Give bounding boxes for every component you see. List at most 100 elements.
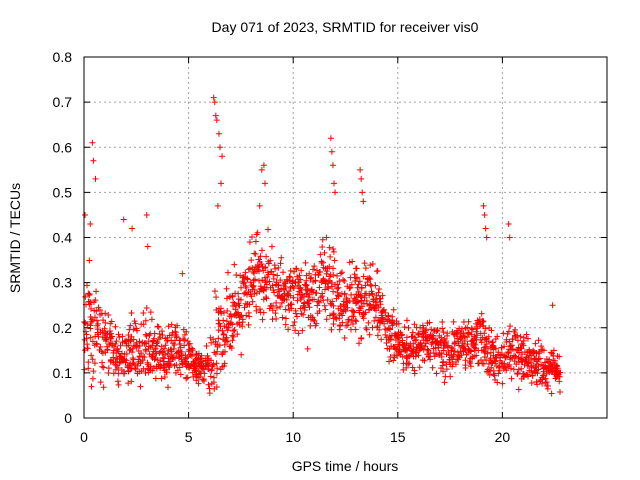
data-point xyxy=(218,310,225,317)
data-point xyxy=(490,346,497,353)
data-point xyxy=(451,341,458,348)
data-point xyxy=(270,303,276,310)
data-point xyxy=(348,281,355,288)
data-point xyxy=(208,339,215,346)
data-point xyxy=(228,344,235,351)
data-point xyxy=(323,270,330,277)
data-point xyxy=(168,321,175,328)
data-point xyxy=(554,362,561,369)
data-point xyxy=(290,322,297,329)
data-point xyxy=(252,276,259,283)
data-point xyxy=(160,348,167,355)
data-point xyxy=(360,198,367,205)
y-tick-label: 0.3 xyxy=(53,275,73,291)
data-point xyxy=(205,381,212,388)
data-point xyxy=(478,310,485,317)
data-point xyxy=(224,338,231,345)
data-point xyxy=(277,260,284,267)
data-point xyxy=(382,309,389,316)
data-point xyxy=(308,274,315,281)
data-point xyxy=(323,316,330,323)
data-point xyxy=(350,320,357,327)
data-point xyxy=(328,283,335,290)
data-point xyxy=(435,344,442,351)
data-point xyxy=(85,359,92,366)
data-point xyxy=(83,335,90,342)
data-point xyxy=(179,270,186,277)
data-point xyxy=(359,189,366,196)
data-point xyxy=(132,366,139,373)
data-point xyxy=(518,365,525,372)
data-point xyxy=(102,310,109,317)
data-point xyxy=(503,353,510,360)
data-point xyxy=(503,367,510,374)
data-point xyxy=(362,324,369,331)
data-point xyxy=(252,238,259,245)
data-point xyxy=(321,286,328,293)
data-point xyxy=(377,301,384,308)
data-point xyxy=(468,348,475,355)
data-point xyxy=(95,321,102,328)
data-point xyxy=(125,342,132,349)
data-point xyxy=(170,345,177,352)
data-point xyxy=(115,364,122,371)
data-point xyxy=(468,325,475,332)
data-point xyxy=(367,302,374,309)
data-point xyxy=(86,257,93,264)
data-point xyxy=(441,379,448,386)
data-point xyxy=(440,358,447,365)
data-point xyxy=(108,318,115,325)
data-point xyxy=(231,261,238,268)
data-point xyxy=(454,349,461,356)
data-point xyxy=(321,249,328,256)
data-point xyxy=(379,292,386,299)
data-point xyxy=(481,211,488,218)
data-point xyxy=(514,370,521,377)
data-point xyxy=(319,293,326,300)
data-point xyxy=(487,349,494,356)
x-tick-label: 0 xyxy=(80,429,88,445)
data-point xyxy=(117,342,124,349)
data-point xyxy=(292,310,299,317)
data-point xyxy=(330,245,337,252)
data-point xyxy=(173,334,180,341)
data-point xyxy=(443,366,450,373)
data-point xyxy=(91,360,98,367)
data-point xyxy=(330,302,337,309)
data-point xyxy=(464,324,471,331)
data-point xyxy=(415,352,422,359)
data-point xyxy=(480,202,487,209)
axis-ticks: 0 0.1 0.2 0.3 0.4 0.5 0.6 0.7 0.8 0 5 10 15 20 xyxy=(53,49,607,445)
data-point xyxy=(215,335,222,342)
data-point xyxy=(125,332,132,339)
data-point xyxy=(340,276,347,283)
data-point xyxy=(189,346,196,353)
data-point xyxy=(320,259,327,266)
data-point xyxy=(451,331,458,338)
data-point xyxy=(369,261,376,268)
data-point xyxy=(93,341,100,348)
data-point xyxy=(445,348,452,355)
data-point xyxy=(84,321,91,328)
data-point xyxy=(201,376,208,383)
data-point xyxy=(508,375,515,382)
data-point xyxy=(486,372,493,379)
data-point xyxy=(249,233,256,240)
data-point xyxy=(365,319,372,326)
data-point xyxy=(411,367,418,374)
data-point xyxy=(115,381,122,388)
data-point xyxy=(307,275,314,282)
data-point xyxy=(185,341,192,348)
data-point xyxy=(128,309,135,316)
data-point xyxy=(213,360,220,367)
data-point xyxy=(330,321,337,328)
data-point xyxy=(164,350,171,357)
data-point xyxy=(534,370,541,377)
data-point xyxy=(223,285,230,292)
data-point xyxy=(298,310,305,317)
data-point xyxy=(138,350,145,357)
data-point xyxy=(360,273,367,280)
data-point xyxy=(469,337,476,344)
data-point xyxy=(351,271,358,278)
data-point xyxy=(252,250,259,257)
